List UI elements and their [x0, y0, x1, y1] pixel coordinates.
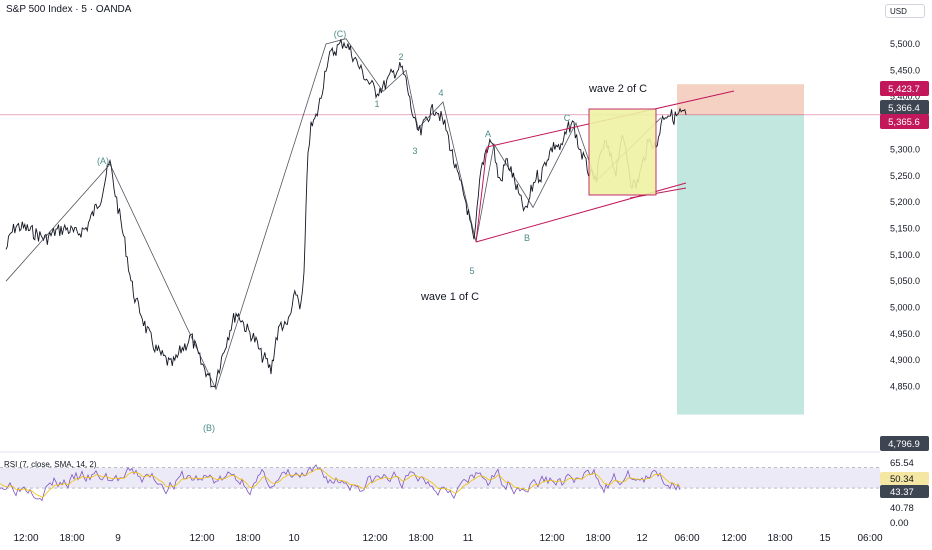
wave-2-box — [588, 108, 657, 196]
time-tick-label: 12:00 — [189, 533, 214, 544]
rsi-tick-label: 50.34 — [890, 474, 914, 485]
wave-label-2: 2 — [398, 52, 403, 62]
position-zones — [0, 84, 880, 415]
time-tick-label: 18:00 — [585, 533, 610, 544]
price-tick-label: 5,000.0 — [890, 303, 920, 313]
annotation-wave-2: wave 2 of C — [588, 83, 647, 95]
wave-label-A: A — [485, 129, 491, 139]
price-tick-label: 4,900.0 — [890, 355, 920, 365]
price-axis[interactable]: 5,500.05,450.05,400.05,350.05,300.05,250… — [880, 39, 929, 451]
rsi-tick-label: 43.37 — [890, 487, 914, 498]
rsi-tag-box — [880, 485, 929, 498]
price-tag-label: 5,423.7 — [888, 84, 920, 95]
price-tag-label: 5,366.4 — [888, 103, 920, 114]
time-axis[interactable]: 12:00 18:00 9 12:00 18:00 10 12:00 18:00 11 12:00… — [13, 533, 882, 544]
price-series — [5, 39, 687, 388]
wave-label-C: C — [564, 113, 571, 123]
currency-selector[interactable]: USD — [885, 4, 925, 18]
wave-label-1: 1 — [374, 99, 379, 109]
time-tick-label: 18:00 — [408, 533, 433, 544]
wave-label-4: 4 — [438, 88, 443, 98]
price-tick-label: 5,100.0 — [890, 250, 920, 260]
time-tick-label: 18:00 — [59, 533, 84, 544]
time-tick-label: 06:00 — [674, 533, 699, 544]
price-tag-box — [880, 100, 929, 115]
price-tick-label: 5,250.0 — [890, 171, 920, 181]
price-tag-box — [880, 114, 929, 129]
price-tick-label: 5,200.0 — [890, 197, 920, 207]
price-tick-label: 4,950.0 — [890, 329, 920, 339]
take-profit-zone — [677, 114, 804, 415]
time-tick-label: 12:00 — [362, 533, 387, 544]
rsi-tag-box — [880, 472, 929, 485]
time-tick-label: 12:00 — [721, 533, 746, 544]
wave-label-C-major: (C) — [334, 29, 347, 39]
price-tick-label: 4,850.0 — [890, 382, 920, 392]
rsi-tick-label: 40.78 — [890, 503, 914, 514]
wave-path — [5, 38, 662, 391]
time-tick-label: 9 — [115, 533, 121, 544]
rsi-band — [0, 467, 880, 489]
channel-left-edge — [475, 146, 488, 243]
wave-label-A-major: (A) — [97, 156, 109, 166]
time-tick-label: 12:00 — [539, 533, 564, 544]
time-tick-label: 12:00 — [13, 533, 38, 544]
wave-label-B-major: (B) — [203, 423, 215, 433]
chart-title: S&P 500 Index · 5 · OANDA — [6, 4, 132, 15]
time-tick-label: 18:00 — [767, 533, 792, 544]
annotation-wave-1: wave 1 of C — [420, 291, 479, 303]
price-tag-box — [880, 81, 929, 96]
price-tag-label: 5,365.6 — [888, 117, 920, 128]
rsi-sma-line — [0, 468, 681, 498]
wave-label-3: 3 — [412, 146, 417, 156]
price-tick-label: 5,050.0 — [890, 276, 920, 286]
price-tick-label: 5,300.0 — [890, 144, 920, 154]
price-tick-label: 5,450.0 — [890, 65, 920, 75]
time-tick-label: 18:00 — [235, 533, 260, 544]
channel-lower-line-2 — [629, 187, 687, 199]
wave-label-5: 5 — [469, 266, 474, 276]
rsi-line — [0, 464, 681, 502]
rsi-tick-label: 0.00 — [890, 518, 909, 529]
time-tick-label: 15 — [819, 533, 831, 544]
price-tag-box — [880, 436, 929, 451]
time-tick-label: 12 — [636, 533, 648, 544]
rsi-pane: 65.54 50.34 43.37 40.78 0.00 — [0, 451, 929, 529]
price-line — [5, 39, 687, 388]
time-tick-label: 10 — [288, 533, 300, 544]
price-tick-label: 5,150.0 — [890, 223, 920, 233]
time-tick-label: 06:00 — [857, 533, 882, 544]
price-tag-label: 4,796.9 — [888, 439, 920, 450]
wave-label-B: B — [524, 233, 530, 243]
rsi-tick-label: 65.54 — [890, 458, 914, 469]
time-tick-label: 11 — [463, 533, 474, 544]
price-tick-label: 5,400.0 — [890, 92, 920, 102]
price-tick-label: 5,500.0 — [890, 39, 920, 49]
rsi-title: RSI (7, close, SMA, 14, 2) — [4, 460, 97, 469]
